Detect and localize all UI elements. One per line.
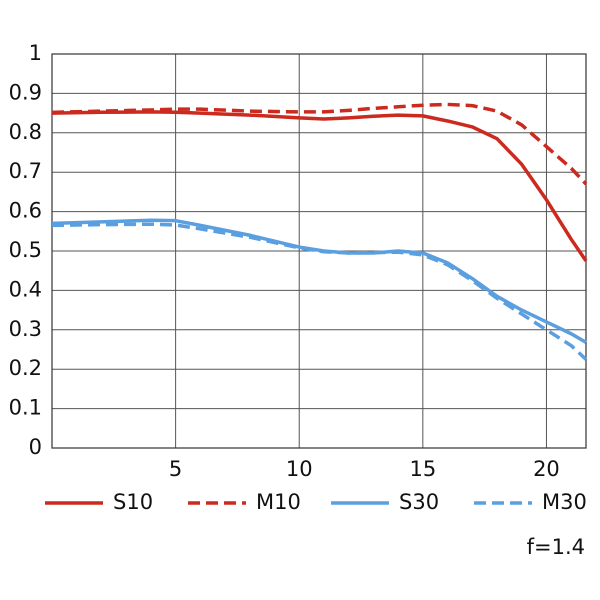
x-tick-label: 10 [286,457,313,481]
y-tick-label: 0.9 [9,80,42,104]
series-line [51,110,588,262]
legend-label: M30 [542,490,587,514]
y-tick-label: 0 [29,435,42,459]
series-line [51,218,587,344]
y-tick-label: 0.8 [9,120,42,144]
legend-label: S30 [399,490,439,514]
x-tick-label: 15 [409,457,436,481]
y-tick-label: 0.5 [9,238,42,262]
x-tick-label: 20 [533,457,560,481]
y-tick-label: 0.1 [9,396,42,420]
y-tick-label: 0.4 [9,277,42,301]
x-tick-label: 5 [169,457,182,481]
y-tick-label: 1 [29,41,42,65]
series-line [51,102,588,186]
legend-label: M10 [256,490,301,514]
y-tick-label: 0.7 [9,159,42,183]
y-tick-label: 0.2 [9,356,42,380]
legend-label: S10 [113,490,153,514]
series-line [51,222,588,361]
y-tick-label: 0.6 [9,199,42,223]
annotation: f=1.4 [527,535,585,559]
y-tick-label: 0.3 [9,317,42,341]
plot-frame [51,53,587,449]
